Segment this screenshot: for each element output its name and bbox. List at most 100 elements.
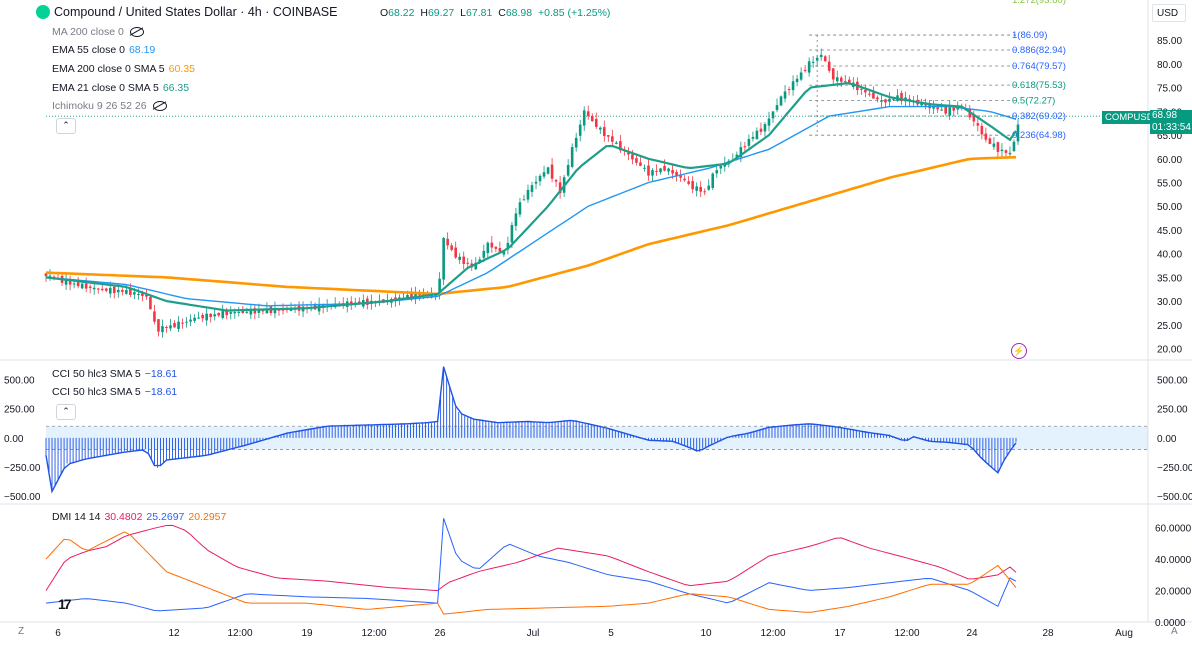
candle-body bbox=[490, 242, 494, 248]
hidden-eye-icon[interactable] bbox=[152, 101, 167, 112]
candle-body bbox=[607, 135, 610, 137]
candle-body bbox=[514, 213, 518, 226]
candle-body bbox=[438, 278, 441, 295]
time-tick-label: 12 bbox=[168, 628, 180, 639]
legend-ema55[interactable]: EMA 55 close 0 68.19 bbox=[52, 44, 155, 56]
candle-body bbox=[193, 317, 196, 321]
candle-body bbox=[952, 107, 956, 111]
candle-body bbox=[928, 102, 931, 109]
candle-body bbox=[482, 250, 486, 258]
candle-body bbox=[1000, 149, 1004, 152]
dmi-value-2: 25.2697 bbox=[146, 511, 185, 523]
collapse-legend-button[interactable]: ⌃ bbox=[56, 118, 76, 134]
hidden-eye-icon[interactable] bbox=[129, 27, 144, 38]
candle-body bbox=[349, 301, 353, 305]
price-tick-label: 35.00 bbox=[1157, 273, 1182, 284]
candle-body bbox=[510, 224, 514, 243]
candle-body bbox=[811, 61, 815, 63]
candle-body bbox=[735, 154, 739, 158]
candle-body bbox=[530, 185, 534, 192]
candle-body bbox=[157, 319, 160, 332]
candle-body bbox=[747, 138, 751, 146]
candle-body bbox=[104, 288, 108, 291]
candle-body bbox=[711, 173, 715, 188]
legend-cci-2[interactable]: CCI 50 hlc3 SMA 5 −18.61 bbox=[52, 386, 177, 398]
candle-body bbox=[281, 309, 285, 311]
candle-body bbox=[129, 287, 132, 295]
candle-body bbox=[249, 309, 253, 315]
candle-body bbox=[996, 142, 1000, 152]
cci-left-tick-label: 0.00 bbox=[4, 434, 24, 445]
close-label: C bbox=[498, 7, 506, 19]
legend-ema21[interactable]: EMA 21 close 0 SMA 5 66.35 bbox=[52, 82, 189, 94]
candle-body bbox=[169, 325, 172, 329]
timezone-button[interactable]: Z bbox=[18, 626, 25, 637]
candle-body bbox=[52, 276, 56, 278]
candle-body bbox=[787, 89, 791, 91]
candle-body bbox=[88, 286, 92, 288]
legend-dmi[interactable]: DMI 14 14 30.4802 25.2697 20.2957 bbox=[52, 511, 226, 523]
candle-body bbox=[687, 181, 690, 184]
price-tick-label: 55.00 bbox=[1157, 179, 1182, 190]
fib-level-label: 1(86.09) bbox=[1012, 30, 1047, 41]
bar-countdown: 01:33:54 bbox=[1152, 122, 1191, 133]
candle-body bbox=[410, 292, 413, 299]
dmi-tick-label: 40.0000 bbox=[1155, 555, 1192, 566]
candle-body bbox=[900, 92, 903, 102]
legend-cci-1[interactable]: CCI 50 hlc3 SMA 5 −18.61 bbox=[52, 368, 177, 380]
candle-body bbox=[739, 147, 743, 158]
candle-body bbox=[759, 128, 763, 132]
candle-body bbox=[976, 123, 980, 126]
auto-scale-button[interactable]: A bbox=[1171, 626, 1178, 637]
candle-body bbox=[137, 294, 140, 296]
candle-body bbox=[462, 256, 466, 264]
candle-body bbox=[944, 106, 948, 114]
candle-body bbox=[635, 158, 638, 163]
candle-body bbox=[96, 288, 100, 290]
candle-body bbox=[121, 290, 124, 292]
candle-body bbox=[48, 275, 52, 277]
candle-body bbox=[125, 289, 128, 294]
candle-body bbox=[823, 56, 827, 62]
candle-body bbox=[197, 317, 200, 319]
cci-tick-label: −500.00 bbox=[1157, 492, 1192, 503]
candle-body bbox=[940, 109, 943, 111]
low-value: 67.81 bbox=[466, 7, 493, 19]
candle-body bbox=[133, 292, 136, 295]
candle-body bbox=[643, 167, 646, 169]
time-tick-label: 19 bbox=[301, 628, 313, 639]
open-value: 68.22 bbox=[388, 7, 415, 19]
time-tick-label: 6 bbox=[55, 628, 61, 639]
candle-body bbox=[185, 321, 188, 323]
legend-ema200[interactable]: EMA 200 close 0 SMA 5 60.35 bbox=[52, 63, 195, 75]
price-tick-label: 75.00 bbox=[1157, 84, 1182, 95]
price-tick-label: 65.00 bbox=[1157, 131, 1182, 142]
candle-body bbox=[446, 238, 449, 246]
candle-body bbox=[68, 279, 72, 285]
candle-body bbox=[695, 186, 698, 191]
candle-body bbox=[775, 105, 779, 111]
candle-body bbox=[92, 287, 96, 290]
candle-body bbox=[699, 186, 702, 192]
candle-body bbox=[213, 314, 216, 317]
cci-tick-label: 0.00 bbox=[1157, 434, 1177, 445]
candle-body bbox=[550, 164, 554, 179]
legend-ma200[interactable]: MA 200 close 0 bbox=[52, 26, 144, 38]
candle-body bbox=[631, 154, 634, 160]
candle-body bbox=[245, 311, 249, 313]
fib-level-label: 0.618(75.53) bbox=[1012, 80, 1066, 91]
candle-body bbox=[80, 283, 84, 289]
legend-ichimoku[interactable]: Ichimoku 9 26 52 26 bbox=[52, 100, 167, 112]
cci-tick-label: −250.00 bbox=[1157, 463, 1192, 474]
candle-body bbox=[494, 246, 498, 249]
collapse-cci-legend-button[interactable]: ⌃ bbox=[56, 404, 76, 420]
lightning-icon[interactable]: ⚡ bbox=[1011, 343, 1027, 359]
candle-body bbox=[450, 245, 453, 250]
tradingview-logo-icon[interactable]: 17 bbox=[58, 596, 72, 612]
candle-body bbox=[506, 242, 510, 250]
time-tick-label: 12:00 bbox=[361, 628, 386, 639]
candle-body bbox=[153, 311, 156, 322]
currency-selector[interactable]: USD bbox=[1152, 4, 1186, 22]
candle-body bbox=[819, 54, 823, 58]
